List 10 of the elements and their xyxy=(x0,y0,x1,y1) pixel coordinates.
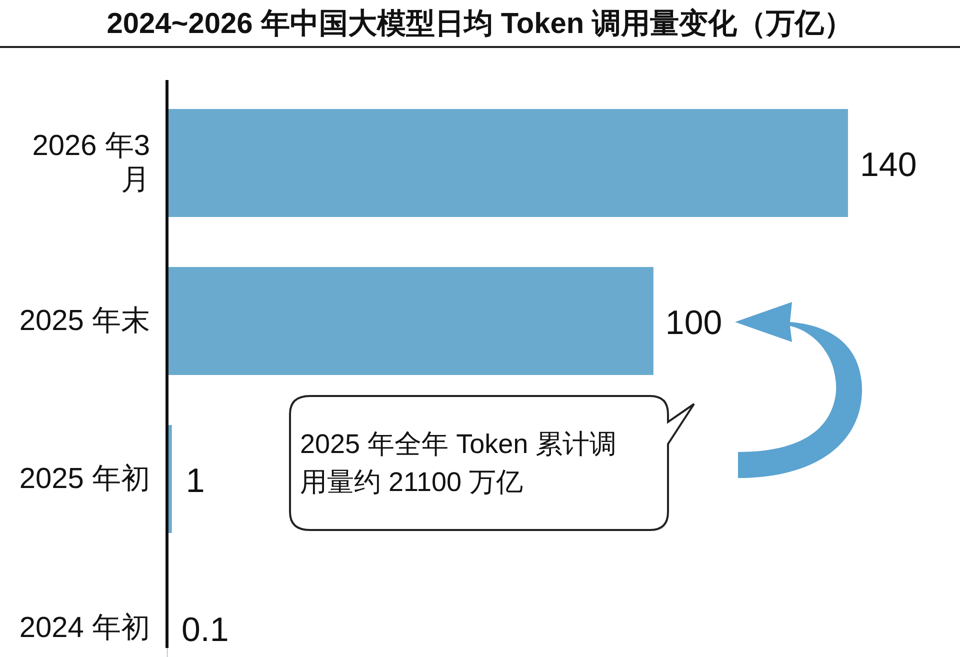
data-label: 100 xyxy=(665,304,722,342)
annotation: 2025 年全年 Token 累计调用量约 21100 万亿 xyxy=(300,429,617,497)
data-label: 1 xyxy=(186,462,205,500)
data-label: 140 xyxy=(860,146,917,184)
chart-title: 2024~2026 年中国大模型日均 Token 调用量变化（万亿） xyxy=(106,7,854,40)
y-tick-label: 2024 年初 xyxy=(19,612,150,644)
y-tick-label: 2026 年3 月 xyxy=(32,130,150,196)
y-tick-label: 2025 年初 xyxy=(19,463,150,495)
y-tick-label: 2025 年末 xyxy=(19,305,150,337)
data-label: 0.1 xyxy=(181,611,229,649)
